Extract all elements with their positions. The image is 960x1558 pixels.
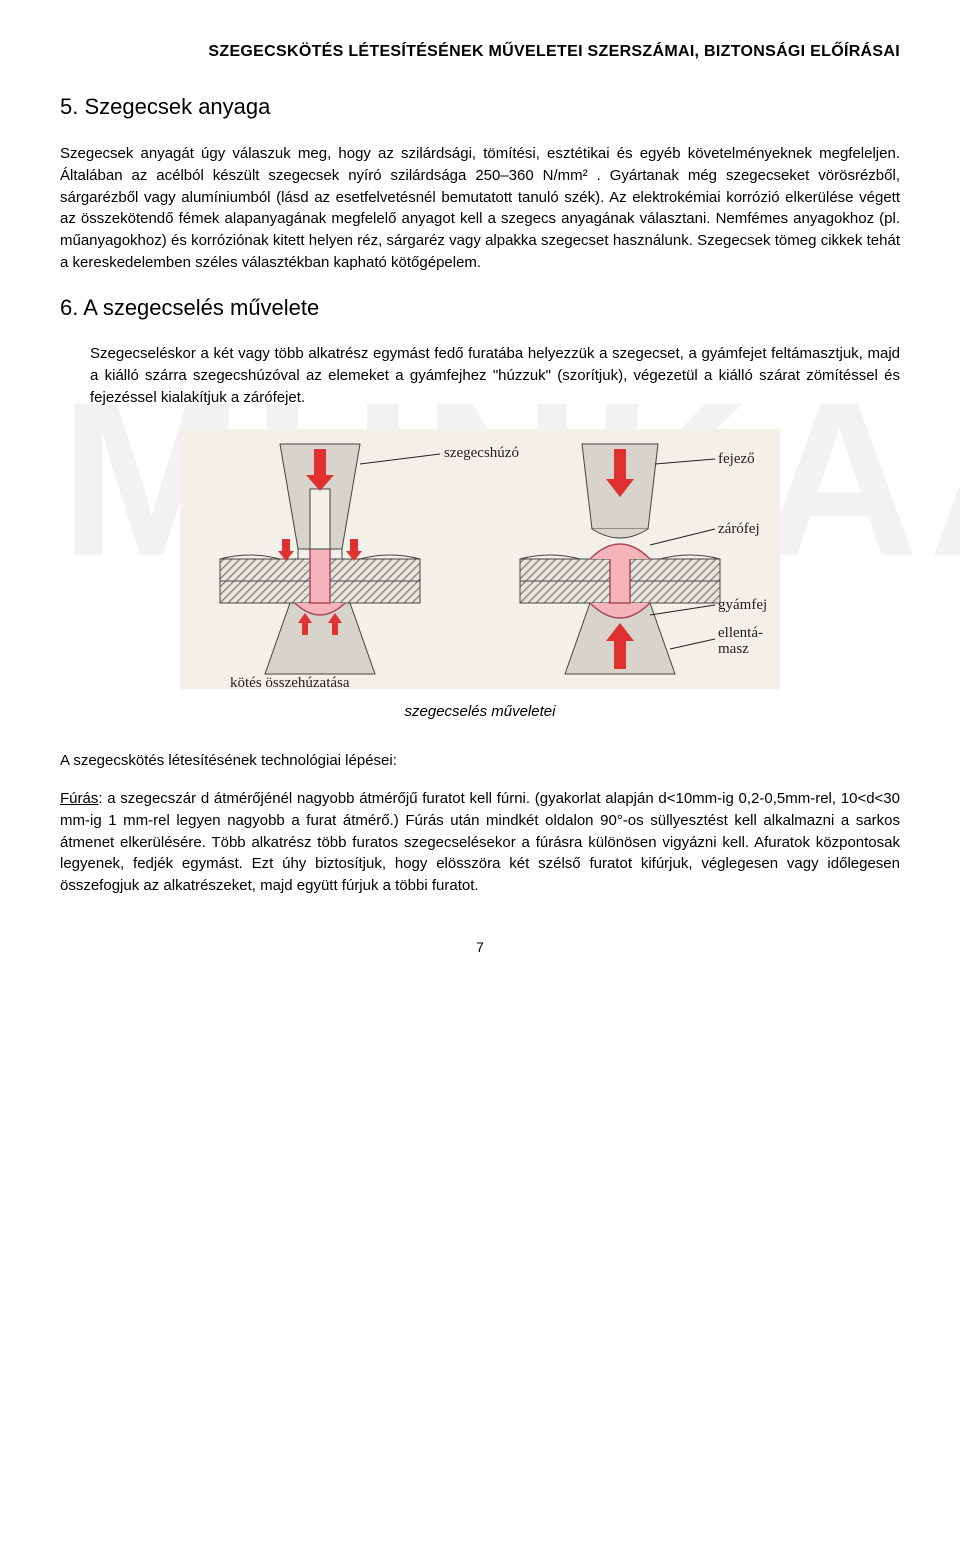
riveting-figure: kötés összehúzatása szegecshúzó: [180, 429, 780, 689]
furas-label: Fúrás: [60, 790, 98, 807]
furas-paragraph: Fúrás: a szegecszár d átmérőjénél nagyob…: [60, 788, 900, 897]
section5-paragraph: Szegecsek anyagát úgy válaszuk meg, hogy…: [60, 143, 900, 274]
section6-heading: 6. A szegecselés művelete: [60, 292, 900, 324]
furas-body: : a szegecszár d átmérőjénél nagyobb átm…: [60, 790, 900, 894]
label-zarofej: zárófej: [718, 521, 760, 537]
label-ellentamasz-1: ellentá-: [718, 625, 763, 641]
section6-indent-paragraph: Szegecseléskor a két vagy több alkatrész…: [90, 343, 900, 408]
label-left-bottom: kötés összehúzatása: [230, 675, 350, 689]
label-gyamfej: gyámfej: [718, 597, 767, 613]
page-header: SZEGECSKÖTÉS LÉTESÍTÉSÉNEK MŰVELETEI SZE…: [60, 40, 900, 63]
figure-caption: szegecselés műveletei: [60, 701, 900, 723]
figure-container: kötés összehúzatása szegecshúzó: [60, 429, 900, 723]
label-szegecshuzo: szegecshúzó: [444, 445, 519, 461]
section5-heading: 5. Szegecsek anyaga: [60, 91, 900, 123]
tech-steps-intro: A szegecskötés létesítésének technológia…: [60, 750, 900, 772]
label-ellentamasz-2: masz: [718, 641, 749, 657]
label-fejezo: fejező: [718, 451, 755, 467]
page-number: 7: [60, 937, 900, 957]
